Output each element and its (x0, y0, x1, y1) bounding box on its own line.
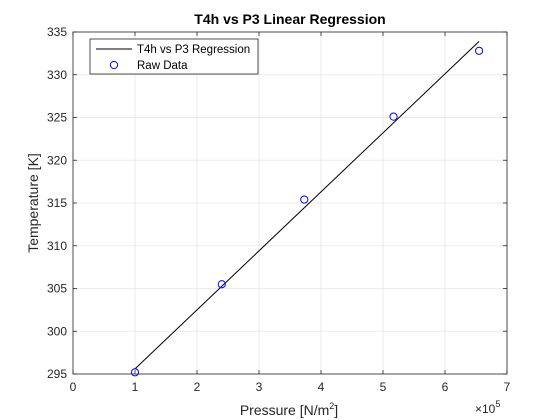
y-tick-label: 325 (47, 111, 67, 125)
y-tick-label: 330 (47, 68, 67, 82)
legend: T4h vs P3 Regression Raw Data (89, 38, 259, 75)
y-tick-label: 320 (47, 153, 67, 167)
y-tick-label: 315 (47, 196, 67, 210)
x-tick-label: 0 (70, 380, 77, 394)
legend-raw-data-label: Raw Data (137, 60, 188, 72)
x-tick-label: 1 (132, 380, 139, 394)
x-tick-label: 4 (318, 380, 325, 394)
x-axis-label-superscript: 2 (329, 401, 334, 411)
x-tick-label: 7 (504, 380, 511, 394)
raw-data-point (300, 195, 309, 204)
x-tick-label: 5 (380, 380, 387, 394)
y-tick-label: 310 (47, 239, 67, 253)
legend-raw-data-swatch (109, 60, 119, 70)
raw-data-point (389, 112, 398, 121)
chart-title: T4h vs P3 Linear Regression (194, 11, 385, 27)
x-tick-label: 2 (194, 380, 201, 394)
x-axis-label-suffix: ] (334, 402, 338, 418)
x-axis-exponent-power: 5 (495, 399, 500, 409)
regression-line (134, 41, 480, 370)
raw-data-point (475, 46, 484, 55)
legend-regression-label: T4h vs P3 Regression (137, 44, 250, 56)
series-layer (130, 41, 484, 377)
y-tick-label: 335 (47, 25, 67, 39)
plot-area: 0 1 2 3 4 5 6 7 295 300 305 310 315 320 325 330 335 (47, 25, 511, 394)
x-axis-exponent: ×105 (475, 399, 500, 416)
y-tick-label: 295 (47, 367, 67, 381)
raw-data-point (130, 368, 140, 377)
x-tick-label: 6 (442, 380, 449, 394)
y-axis-label: Temperature [K] (25, 153, 41, 253)
raw-data-point (217, 280, 226, 289)
legend-box (89, 38, 259, 75)
x-tick-label: 3 (256, 380, 263, 394)
x-axis-label-main: Pressure [N/m (240, 402, 329, 418)
y-tick-label: 300 (47, 324, 67, 338)
x-axis-label: Pressure [N/m2] (240, 401, 338, 418)
x-axis-exponent-base: ×10 (475, 402, 496, 416)
y-tick-label: 305 (47, 282, 67, 296)
ticks: 0 1 2 3 4 5 6 7 295 300 305 310 315 320 325 330 335 (47, 25, 511, 394)
